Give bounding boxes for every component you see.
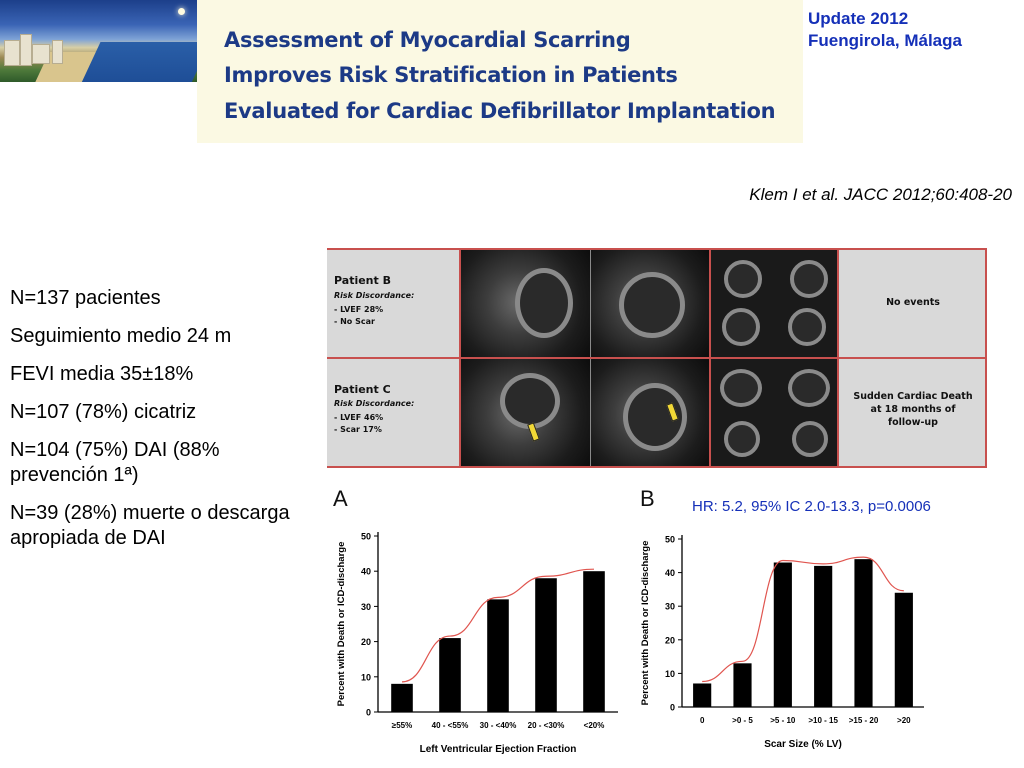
y-tick-label: 10 bbox=[361, 672, 371, 682]
chart-scar-size-svg: B 0 10 20 30 40 50 0 >0 - 5 >5 - 10 >10 - 15 >15 - … bbox=[640, 486, 924, 750]
x-tick-label: 40 - <55% bbox=[432, 721, 469, 730]
y-tick-label: 40 bbox=[665, 568, 675, 578]
chart-scar-size: B 0 10 20 30 40 50 0 >0 - 5 >5 - 10 >10 - 15 >15 - … bbox=[634, 480, 934, 765]
x-tick-label: >15 - 20 bbox=[849, 716, 879, 725]
fact-item: N=39 (28%) muerte o descarga apropiada d… bbox=[10, 502, 290, 549]
patient-c-outcome-line-3: follow-up bbox=[888, 417, 938, 428]
x-tick-label: 20 - <30% bbox=[528, 721, 565, 730]
x-tick-label: ≥55% bbox=[392, 721, 412, 730]
title-line-1: Assessment of Myocardial Scarring bbox=[224, 28, 631, 52]
y-tick-label: 50 bbox=[361, 532, 371, 542]
mri-cine-b bbox=[710, 248, 838, 357]
patient-b-lvef: - LVEF 28% bbox=[334, 305, 384, 314]
bar bbox=[894, 592, 913, 707]
bar bbox=[391, 683, 413, 712]
fact-item: FEVI media 35±18% bbox=[10, 363, 194, 385]
x-tick-label: >0 - 5 bbox=[732, 716, 753, 725]
x-axis-title: Left Ventricular Ejection Fraction bbox=[420, 744, 577, 755]
patient-c-title: Patient C bbox=[334, 383, 391, 396]
patient-c-outcome-line-2: at 18 months of bbox=[870, 404, 956, 415]
patient-b-outcome-text: No events bbox=[886, 297, 940, 308]
x-tick-label: <20% bbox=[584, 721, 605, 730]
title-line-3: Evaluated for Cardiac Defibrillator Impl… bbox=[224, 99, 776, 123]
panel-divider bbox=[459, 248, 461, 468]
bar bbox=[733, 663, 752, 707]
fact-item: N=107 (78%) cicatriz bbox=[10, 401, 197, 423]
update-line-2: Fuengirola, Málaga bbox=[808, 31, 962, 50]
x-tick-label: >5 - 10 bbox=[770, 716, 796, 725]
hazard-ratio-note: HR: 5.2, 95% IC 2.0-13.3, p=0.0006 bbox=[692, 498, 931, 515]
panel-label: A bbox=[333, 486, 348, 511]
bar bbox=[814, 565, 833, 707]
patient-c-subtitle: Risk Discordance: bbox=[334, 399, 415, 408]
bar bbox=[535, 578, 557, 712]
update-label: Update 2012 Fuengirola, Málaga bbox=[808, 8, 962, 52]
patient-b-outcome: No events bbox=[839, 248, 987, 357]
y-tick-label: 40 bbox=[361, 567, 371, 577]
fact-item: N=137 pacientes bbox=[10, 287, 161, 309]
chart-lvef: A 0 10 20 30 40 50 ≥55% 40 - <55% 30 - <40% 20 - <… bbox=[328, 480, 628, 765]
panel-border bbox=[327, 248, 987, 250]
y-tick-label: 30 bbox=[361, 602, 371, 612]
mri-scan-c-short-axis bbox=[591, 359, 709, 468]
patient-b-scar: - No Scar bbox=[334, 317, 375, 326]
chart-lvef-svg: A 0 10 20 30 40 50 ≥55% 40 - <55% 30 - <40% 20 - <… bbox=[333, 486, 618, 755]
x-tick-label: >10 - 15 bbox=[808, 716, 838, 725]
patient-c-scar: - Scar 17% bbox=[334, 425, 382, 434]
bar bbox=[693, 683, 712, 707]
mri-cine-c bbox=[710, 359, 838, 468]
fact-item: Seguimiento medio 24 m bbox=[10, 325, 232, 347]
bar bbox=[439, 638, 461, 712]
mri-panel: Patient B Risk Discordance: - LVEF 28% -… bbox=[327, 248, 987, 468]
update-line-1: Update 2012 bbox=[808, 9, 909, 28]
mri-scan-b-short-axis bbox=[591, 248, 709, 357]
patient-b-title: Patient B bbox=[334, 274, 391, 287]
patient-c-outcome-line-1: Sudden Cardiac Death bbox=[853, 391, 973, 402]
fact-item: N=104 (75%) DAI (88% prevención 1ª) bbox=[10, 439, 220, 486]
x-tick-label: 30 - <40% bbox=[480, 721, 517, 730]
mri-scan-c-long-axis bbox=[460, 359, 590, 468]
panel-label: B bbox=[640, 486, 655, 511]
y-tick-label: 20 bbox=[361, 637, 371, 647]
panel-divider bbox=[837, 248, 839, 468]
citation: Klem I et al. JACC 2012;60:408-20 bbox=[749, 185, 1012, 204]
bar bbox=[773, 562, 792, 707]
patient-c-lvef: - LVEF 46% bbox=[334, 413, 384, 422]
title-banner: Assessment of Myocardial Scarring Improv… bbox=[197, 0, 803, 143]
patient-b-subtitle: Risk Discordance: bbox=[334, 291, 415, 300]
y-tick-label: 20 bbox=[665, 635, 675, 645]
patient-c-info: Patient C Risk Discordance: - LVEF 46% -… bbox=[327, 359, 460, 468]
patient-b-info: Patient B Risk Discordance: - LVEF 28% -… bbox=[327, 248, 460, 357]
panel-divider bbox=[327, 357, 987, 359]
panel-border bbox=[327, 466, 987, 468]
y-tick-label: 0 bbox=[670, 703, 675, 713]
y-axis-title: Percent with Death or ICD-discharge bbox=[336, 542, 347, 707]
y-tick-label: 0 bbox=[366, 708, 371, 718]
bar bbox=[583, 571, 605, 712]
beach-photo bbox=[0, 0, 197, 82]
y-tick-label: 10 bbox=[665, 669, 675, 679]
x-axis-title: Scar Size (% LV) bbox=[764, 739, 842, 750]
mri-scan-b-long-axis bbox=[460, 248, 590, 357]
title-line-2: Improves Risk Stratification in Patients bbox=[224, 63, 678, 87]
bar bbox=[487, 599, 509, 712]
x-tick-label: 0 bbox=[700, 716, 705, 725]
trend-line bbox=[401, 568, 595, 683]
bar bbox=[854, 559, 873, 707]
facts-list: N=137 pacientes Seguimiento medio 24 m F… bbox=[10, 286, 300, 564]
x-tick-label: >20 bbox=[897, 716, 911, 725]
panel-border bbox=[985, 248, 987, 468]
trend-line bbox=[702, 556, 904, 683]
y-tick-label: 30 bbox=[665, 602, 675, 612]
panel-divider bbox=[709, 248, 711, 468]
patient-c-outcome: Sudden Cardiac Death at 18 months of fol… bbox=[839, 359, 987, 468]
y-axis-title: Percent with Death or ICD-discharge bbox=[640, 541, 651, 706]
y-tick-label: 50 bbox=[665, 535, 675, 545]
